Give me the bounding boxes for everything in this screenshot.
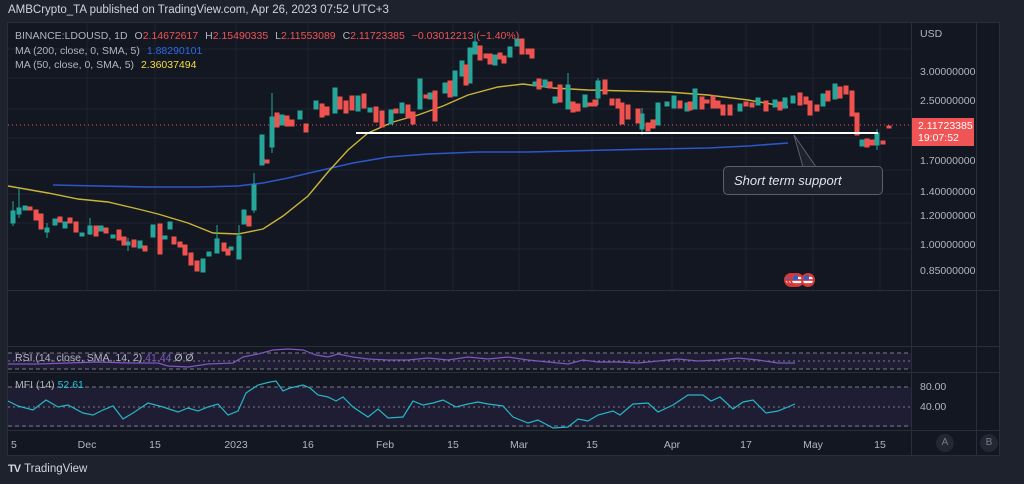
ma200-row[interactable]: MA (200, close, 0, SMA, 5) 1.88290101 [15,44,519,59]
time-tick: 15 [586,439,598,451]
symbol-label[interactable]: BINANCE:LDOUSD, 1D [15,30,128,42]
ma50-line [8,83,789,235]
main-price-pane[interactable]: BINANCE:LDOUSD, 1D O2.14672617 H2.154903… [8,23,911,291]
publish-line: AMBCrypto_TA published on TradingView.co… [8,4,389,16]
time-axis[interactable]: 5 Dec 15 2023 16 Feb 15 Mar 15 Apr 17 Ma… [8,431,911,456]
price-label: 2.50000000 [920,95,976,107]
price-label: 3.00000000 [920,66,976,78]
last-price-value: 2.11723385 [918,120,973,132]
open-label: O [134,30,143,42]
ma200-line [52,142,789,188]
time-tick: Apr [663,439,681,451]
time-tick: Feb [375,439,395,451]
mfi-pane[interactable]: MFI (14) 52.61 [8,373,911,431]
time-axis-corner: A [911,431,976,456]
ma200-label: MA (200, close, 0, SMA, 5) [15,44,140,57]
mfi-value: 52.61 [57,379,84,391]
empty-pane-axis-2 [976,291,1000,347]
time-tick: Mar [509,439,529,451]
empty-pane [8,291,911,347]
rsi-pane[interactable]: RSI (14, close, SMA, 14, 2) 41.44 Ø Ø [8,347,911,373]
ma50-value: 2.36037494 [140,59,197,71]
time-tick: 15 [447,439,459,451]
mfi-level-80: 80.00 [920,381,947,393]
time-tick: 15 [149,439,161,451]
mfi-label[interactable]: MFI (14) 52.61 [15,379,84,391]
rsi-chart-svg [8,348,911,370]
close-label: C [342,30,351,42]
change-value: −0.03012213 (−1.40%) [411,30,520,42]
event-flags [784,273,824,289]
price-label: 1.00000000 [920,239,976,251]
rsi-value: 41.44 [145,352,172,364]
mfi-level-40: 40.00 [920,401,947,413]
tradingview-logo[interactable]: TV TradingView [8,463,87,475]
ma50-label: MA (50, close, 0, SMA, 5) [15,59,135,71]
mfi-axis: 80.00 40.00 [911,373,976,431]
mfi-axis-2 [976,373,1000,431]
short-term-support-callout[interactable]: Short term support [723,166,883,195]
price-label: 1.20000000 [920,210,976,222]
rsi-extra-values: Ø Ø [174,352,194,364]
close-value: 2.11723385 [350,30,405,42]
high-label: H [205,30,213,42]
price-label: 1.70000000 [920,155,976,167]
currency-label: USD [920,28,943,40]
tradingview-logo-icon: TV [8,463,21,475]
empty-pane-axis [911,291,976,347]
mfi-params: MFI (14) [15,379,55,391]
last-price-tag: 2.11723385 19:07:52 [912,118,974,146]
tradingview-brand: TradingView [24,463,88,475]
rsi-axis [911,347,976,373]
low-value: 2.11553089 [280,30,336,42]
us-flag-event-icon[interactable] [801,273,815,287]
time-tick: Dec [77,439,97,451]
time-tick: 2023 [224,439,248,451]
ohlc-row: BINANCE:LDOUSD, 1D O2.14672617 H2.154903… [15,29,519,44]
high-value: 2.15490335 [212,30,269,42]
ma200-value: 1.88290101 [146,44,203,57]
rsi-label[interactable]: RSI (14, close, SMA, 14, 2) 41.44 Ø Ø [15,352,194,364]
time-tick: May [803,439,823,451]
time-tick: 5 [11,439,17,451]
time-tick: 17 [740,439,752,451]
auto-scale-button[interactable]: A [936,434,954,452]
mfi-chart-svg [8,380,911,429]
price-label: 0.85000000 [920,265,976,277]
time-tick: 15 [874,439,886,451]
candlesticks [10,33,892,273]
chart-frame: BINANCE:LDOUSD, 1D O2.14672617 H2.154903… [7,22,1000,456]
bar-countdown: 19:07:52 [918,132,959,144]
price-axis[interactable]: USD 3.00000000 2.50000000 1.70000000 1.4… [911,23,976,291]
ma50-row[interactable]: MA (50, close, 0, SMA, 5) 2.36037494 [15,58,519,73]
rsi-axis-2 [976,347,1000,373]
time-tick: 16 [302,439,314,451]
low-label: L [275,30,281,42]
price-chart-svg [8,23,911,290]
log-scale-button[interactable]: B [980,434,998,452]
price-label: 1.40000000 [920,186,976,198]
rsi-params: RSI (14, close, SMA, 14, 2) [15,352,143,364]
open-value: 2.14672617 [142,30,199,42]
time-axis-corner-2: B [976,431,1000,456]
chart-legend: BINANCE:LDOUSD, 1D O2.14672617 H2.154903… [15,29,519,73]
right-axis-column [976,23,1000,291]
mfi-line [8,380,796,429]
rsi-line [8,348,795,368]
